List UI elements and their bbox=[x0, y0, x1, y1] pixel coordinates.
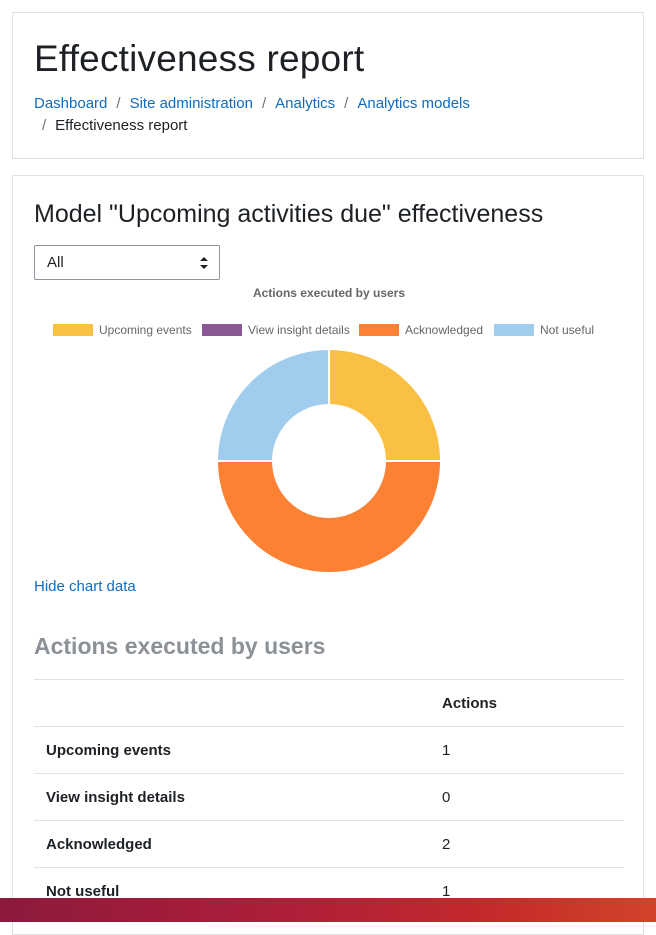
row-label: View insight details bbox=[34, 773, 430, 821]
slice-acknowledged[interactable] bbox=[215, 460, 443, 574]
legend-item[interactable]: Acknowledged bbox=[359, 323, 483, 337]
breadcrumb-separator: / bbox=[42, 117, 47, 134]
table-header-row: Actions bbox=[34, 679, 624, 727]
row-label: Upcoming events bbox=[34, 726, 430, 774]
hide-chart-data-link[interactable]: Hide chart data bbox=[34, 578, 136, 595]
legend-swatch bbox=[494, 324, 534, 336]
slice-upcoming-events[interactable] bbox=[328, 347, 443, 462]
model-title: Model "Upcoming activities due" effectiv… bbox=[34, 200, 544, 228]
legend-item[interactable]: Upcoming events bbox=[53, 323, 192, 337]
chart-data-table: Actions Upcoming events 1 View insight d… bbox=[34, 679, 624, 915]
select-caret-icon bbox=[200, 257, 208, 269]
breadcrumb-analytics-models[interactable]: Analytics models bbox=[357, 95, 470, 112]
page-header: Effectiveness report Dashboard / Site admi… bbox=[12, 12, 644, 159]
table-row: Upcoming events 1 bbox=[34, 726, 624, 774]
table-header-empty bbox=[34, 679, 430, 727]
legend-swatch bbox=[202, 324, 242, 336]
row-value: 0 bbox=[430, 773, 624, 821]
row-value: 2 bbox=[430, 820, 624, 868]
page-title: Effectiveness report bbox=[34, 38, 365, 79]
legend-item[interactable]: View insight details bbox=[202, 323, 350, 337]
breadcrumb-site-administration[interactable]: Site administration bbox=[129, 95, 253, 112]
chart-title: Actions executed by users bbox=[253, 286, 405, 300]
table-header-actions: Actions bbox=[430, 679, 624, 727]
breadcrumb-separator: / bbox=[261, 95, 267, 112]
filter-select[interactable]: All bbox=[34, 245, 220, 280]
legend-label: Acknowledged bbox=[405, 323, 483, 337]
filter-selected-value: All bbox=[47, 254, 64, 271]
breadcrumb-separator: / bbox=[344, 95, 349, 112]
legend-label: Not useful bbox=[540, 323, 594, 337]
table-title: Actions executed by users bbox=[34, 633, 326, 659]
doughnut-chart: Actions executed by users Upcoming events… bbox=[53, 286, 594, 574]
row-label: Acknowledged bbox=[34, 820, 430, 868]
report-card: Model "Upcoming activities due" effectiv… bbox=[12, 175, 644, 935]
table-row: Acknowledged 2 bbox=[34, 820, 624, 868]
breadcrumb: Dashboard / Site administration / Analytics /… bbox=[34, 93, 624, 137]
legend-label: View insight details bbox=[248, 323, 350, 337]
legend-swatch bbox=[359, 324, 399, 336]
footer-bar bbox=[0, 898, 656, 922]
table-row: View insight details 0 bbox=[34, 773, 624, 821]
legend-swatch bbox=[53, 324, 93, 336]
breadcrumb-separator: / bbox=[116, 95, 121, 112]
breadcrumb-dashboard[interactable]: Dashboard bbox=[34, 95, 108, 112]
slice-not-useful[interactable] bbox=[215, 347, 330, 462]
breadcrumb-current: Effectiveness report bbox=[55, 117, 188, 134]
legend-label: Upcoming events bbox=[99, 323, 192, 337]
breadcrumb-analytics[interactable]: Analytics bbox=[275, 95, 336, 112]
legend-item[interactable]: Not useful bbox=[494, 323, 594, 337]
row-value: 1 bbox=[430, 726, 624, 774]
